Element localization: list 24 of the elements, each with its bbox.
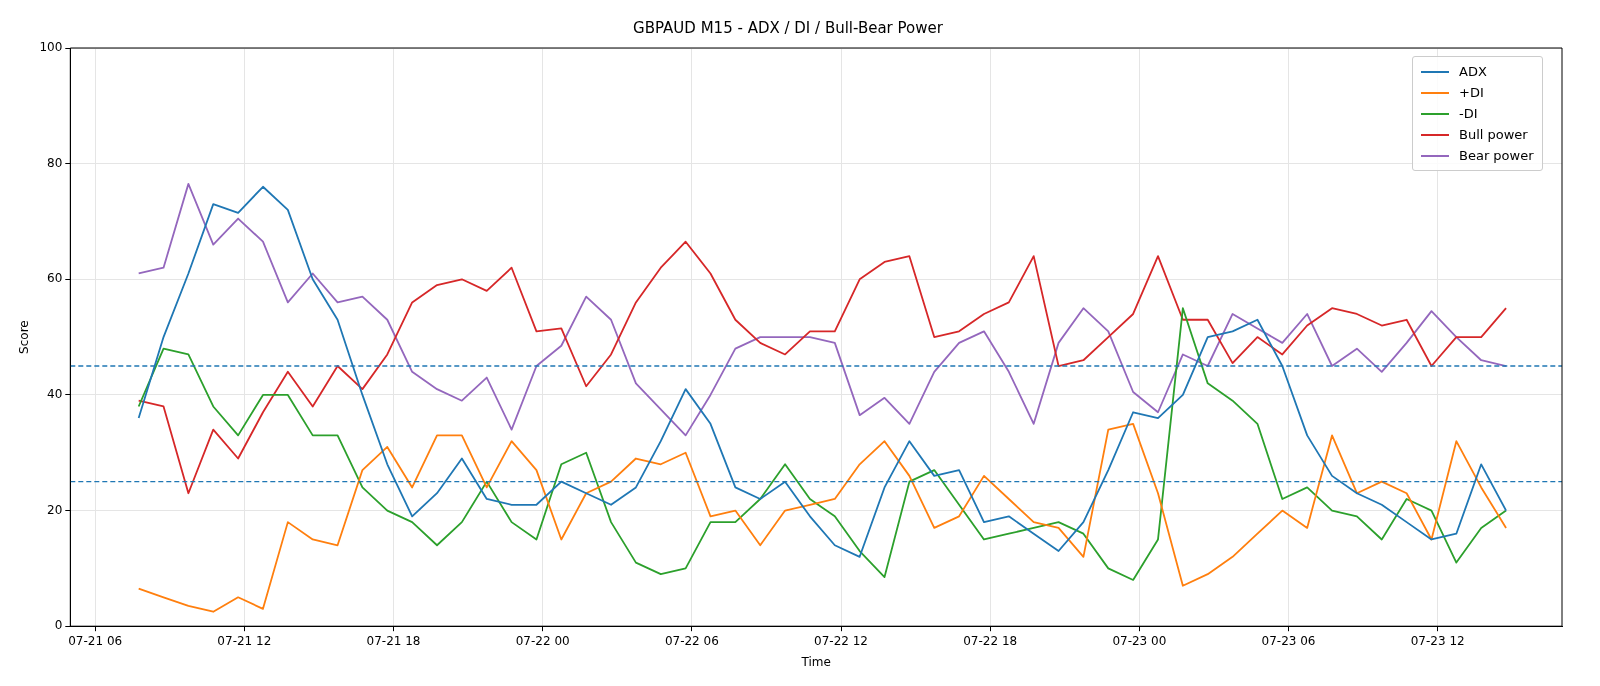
y-tick-label: 100: [39, 40, 63, 55]
legend-label: Bear power: [1459, 148, 1534, 163]
x-tick-label: 07-21 18: [366, 633, 421, 648]
y-axis-title: Score: [17, 320, 32, 354]
y-tick-label: 60: [47, 271, 63, 286]
x-tick-label: 07-23 12: [1410, 633, 1465, 648]
x-tick-label: 07-22 00: [515, 633, 570, 648]
x-tick-label: 07-22 18: [963, 633, 1018, 648]
x-axis-title: Time: [800, 654, 831, 669]
legend-label: Bull power: [1459, 127, 1528, 142]
x-tick-label: 07-22 06: [664, 633, 719, 648]
y-tick-label: 80: [47, 155, 63, 170]
chart-title: GBPAUD M15 - ADX / DI / Bull-Bear Power: [633, 18, 944, 37]
legend-label: -DI: [1459, 106, 1478, 121]
x-tick-label: 07-23 06: [1261, 633, 1316, 648]
x-tick-label: 07-21 12: [217, 633, 272, 648]
y-tick-label: 20: [47, 502, 63, 517]
x-tick-label: 07-22 12: [814, 633, 868, 648]
x-tick-label: 07-21 06: [68, 633, 123, 648]
y-tick-label: 0: [54, 618, 63, 633]
y-tick-label: 40: [47, 387, 63, 402]
x-tick-label: 07-23 00: [1112, 633, 1167, 648]
legend-label: +DI: [1459, 85, 1484, 100]
legend-label: ADX: [1459, 64, 1487, 79]
